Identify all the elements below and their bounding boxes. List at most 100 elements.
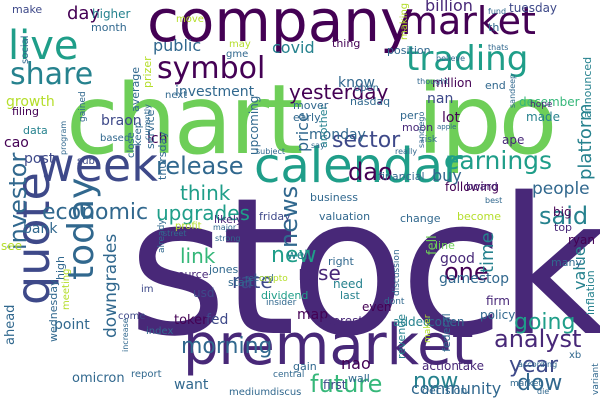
word-symbol: symbol [157, 51, 266, 86]
word-moon: moon [402, 121, 434, 134]
word-good: good [440, 251, 475, 267]
word-need: need [333, 277, 363, 291]
word-covid: covid [272, 38, 315, 57]
word-likely: likely [214, 213, 243, 226]
word-calendar: calendar [254, 138, 463, 194]
word-filing: filing [12, 105, 39, 118]
word-data: data [23, 124, 48, 137]
word-company: company [147, 0, 415, 55]
word-start: start [228, 276, 254, 289]
word-maker: maker [423, 314, 433, 343]
word-currently: currently [143, 104, 152, 140]
word-bank: bank [23, 221, 58, 237]
word-say: say [311, 141, 325, 150]
word-risk: risk [421, 135, 438, 145]
word-economic: economic [42, 200, 149, 225]
word-one: one [444, 258, 489, 286]
word-following: following [445, 180, 499, 194]
word-cao: cao [4, 135, 29, 151]
word-hope: hope [530, 100, 553, 110]
word-based: based [100, 133, 131, 144]
word-upgrades: upgrades [156, 201, 250, 225]
word-share: share [10, 57, 94, 92]
word-position: position [387, 44, 431, 57]
word-investment: investment [175, 84, 255, 100]
word-sector: sector [332, 128, 401, 153]
word-gme: gme [226, 49, 249, 60]
word-friday: friday [259, 210, 291, 223]
word-average: average [129, 66, 142, 112]
word-time: time [477, 232, 498, 273]
word-variant: variant [591, 363, 600, 395]
word-thursday: thursday [156, 131, 169, 180]
word-downgrades: downgrades [101, 233, 121, 338]
word-lot: lot [442, 110, 460, 126]
word-strong: strong [215, 234, 241, 243]
word-board: board [466, 180, 498, 193]
word-growth: growth [6, 94, 55, 110]
word-even: even [362, 300, 392, 314]
word-early: early [293, 111, 321, 124]
word-jones: jones [209, 263, 239, 276]
word-sub: sub [77, 156, 95, 167]
word-per: per [400, 109, 419, 122]
word-point: point [54, 317, 90, 333]
word-mover: mover [293, 99, 329, 112]
word-may: may [229, 39, 251, 50]
word-monday: monday [309, 127, 366, 143]
word-sandeep: sandeep [508, 73, 517, 108]
word-wall: wall [348, 372, 370, 385]
word-th: th [488, 21, 500, 34]
word-community: community [411, 379, 502, 398]
word-revenue: revenue [395, 313, 408, 359]
word-stock: stock [128, 157, 600, 378]
word-million: million [432, 76, 472, 90]
word-said: said [539, 202, 589, 230]
word-inflation: inflation [584, 270, 597, 315]
word-chart: chart [66, 64, 304, 176]
word-ryan: ryan [568, 233, 595, 247]
word-link: link [180, 244, 216, 268]
word-medium: medium [229, 387, 271, 398]
word-dao: dao [348, 158, 393, 186]
word-prizer: prizer [141, 56, 154, 88]
word-gain: gain [293, 360, 317, 373]
word-well: well [287, 248, 311, 262]
word-sandiego: sandiego [417, 111, 426, 148]
word-move: move [176, 14, 204, 25]
word-now: now [413, 369, 459, 394]
word-yesterday: yesterday [289, 80, 389, 104]
word-street: street [163, 229, 187, 238]
word-morning: morning [181, 334, 273, 359]
word-index: index [146, 326, 174, 337]
word-decision: decision [422, 384, 468, 397]
word-profit: profit [175, 221, 202, 232]
word-higher: higher [92, 7, 131, 21]
word-open: open [354, 83, 379, 94]
word-central: central [273, 370, 305, 380]
word-xb: xb [569, 350, 582, 361]
word-right: right [328, 255, 354, 268]
word-take: take [458, 359, 484, 373]
word-december: december [519, 95, 580, 109]
word-die: die [537, 387, 550, 396]
word-action: action [422, 359, 459, 373]
word-thought: thought [417, 77, 449, 86]
word-month: month [91, 21, 127, 34]
word-really: really [395, 147, 418, 156]
word-come: come [118, 311, 146, 322]
word-think: think [180, 181, 231, 205]
word-see: see [1, 239, 23, 253]
word-release: release [156, 152, 244, 180]
word-gained: gained [78, 91, 88, 122]
word-fell: fell [425, 235, 440, 255]
word-rate: rate [232, 269, 273, 293]
word-believe: believe [436, 54, 466, 63]
word-major: major [213, 223, 237, 232]
word-braon: braon [101, 113, 142, 129]
word-want: want [174, 377, 209, 393]
word-thing: thing [332, 37, 361, 50]
word-omicron: omicron [72, 371, 125, 386]
word-market: market [401, 0, 536, 43]
